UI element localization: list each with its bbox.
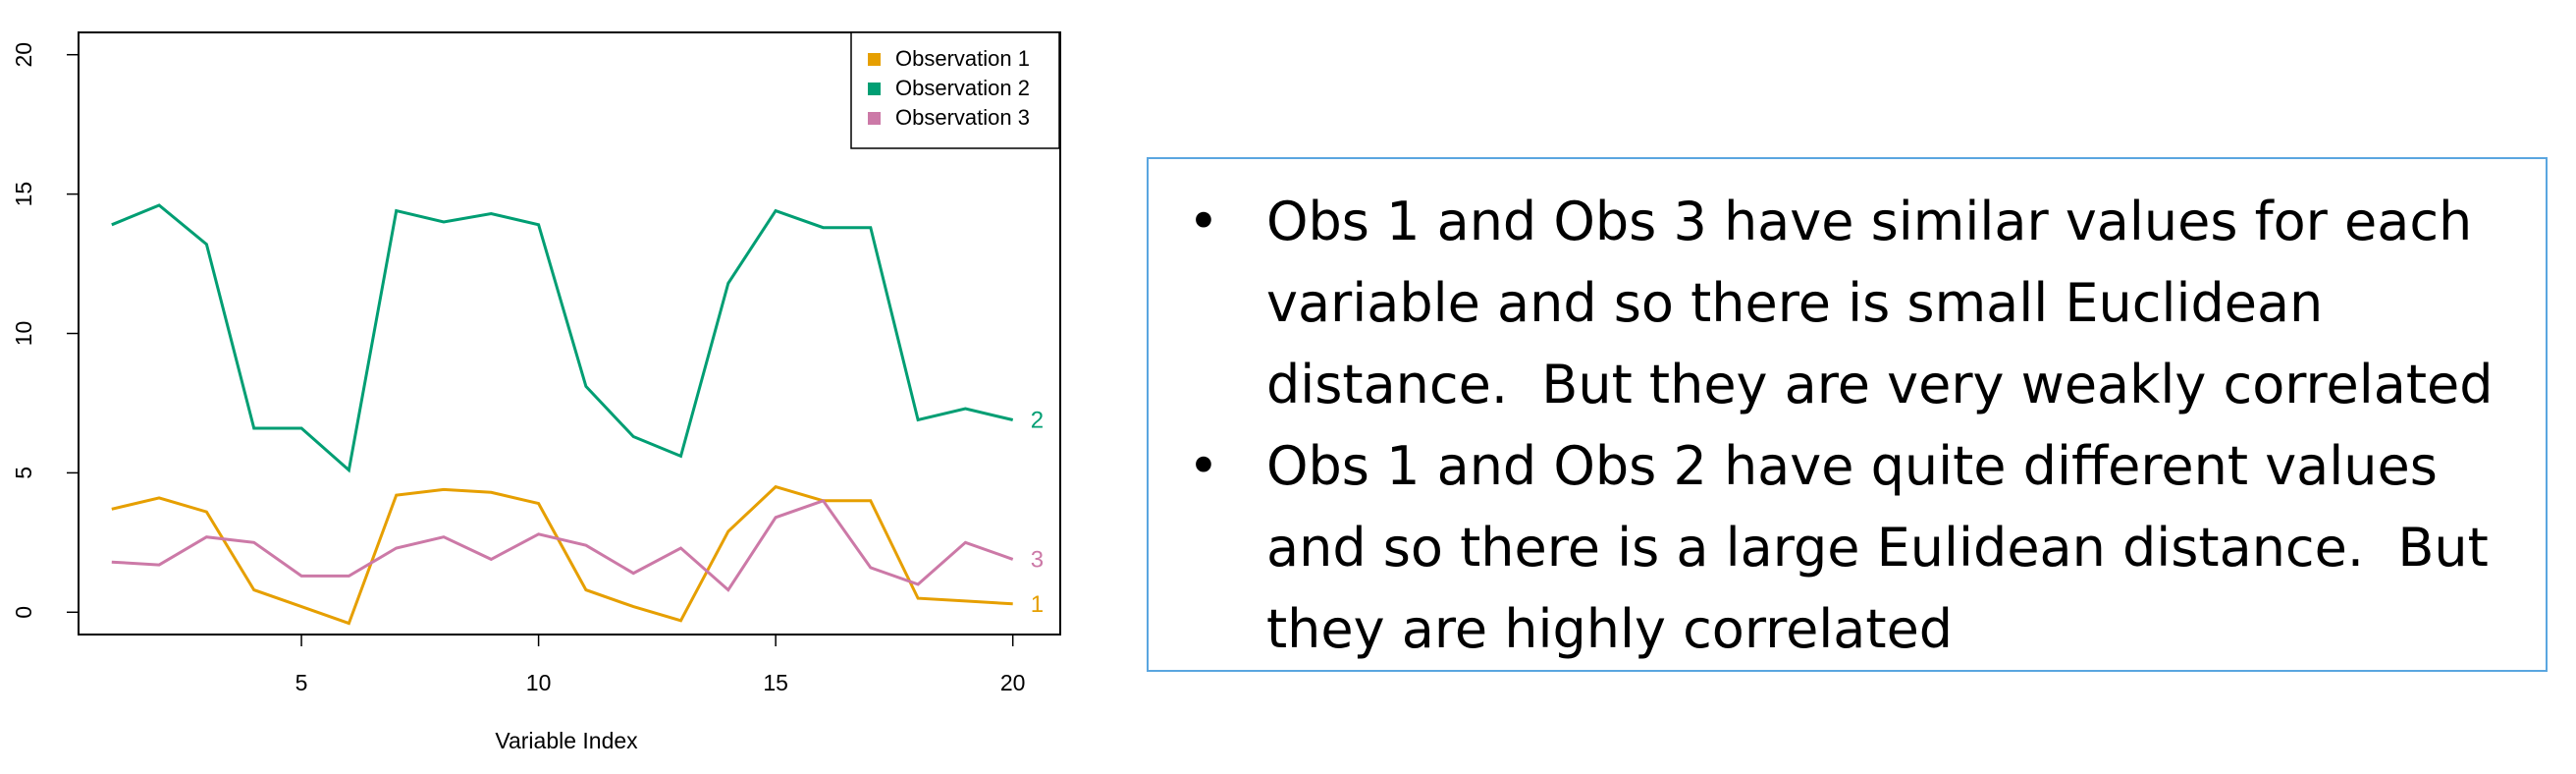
legend-label: Observation 3 (895, 105, 1030, 130)
bullet-text: Obs 1 and Obs 2 have quite different val… (1266, 435, 2505, 660)
y-tick-label: 15 (11, 182, 36, 207)
y-axis: 0 5 10 15 20 (11, 42, 79, 619)
legend-label: Observation 1 (895, 46, 1030, 71)
legend-label: Observation 2 (895, 76, 1030, 100)
legend-swatch (868, 53, 881, 66)
explanation-list: • Obs 1 and Obs 3 have similar values fo… (1188, 181, 2526, 670)
y-tick-label: 0 (11, 606, 36, 619)
y-tick-label: 10 (11, 321, 36, 347)
x-tick-label: 20 (1000, 670, 1026, 695)
series-end-label: 2 (1031, 407, 1044, 433)
x-axis: 5 10 15 20 (295, 635, 1026, 695)
explanation-bullet: • Obs 1 and Obs 2 have quite different v… (1188, 425, 2526, 670)
y-tick-label: 5 (11, 467, 36, 479)
explanation-bullet: • Obs 1 and Obs 3 have similar values fo… (1188, 181, 2526, 425)
series-end-labels: 1 2 3 (1031, 407, 1044, 617)
bullet-icon: • (1188, 435, 1219, 497)
y-tick-label: 20 (11, 42, 36, 68)
line-chart: 0 5 10 15 20 5 10 15 20 1 2 3 Variable Index Obse… (11, 31, 1061, 753)
legend-box (850, 31, 1060, 149)
x-tick-label: 10 (526, 670, 552, 695)
series-end-label: 1 (1031, 591, 1044, 618)
series-line (111, 203, 1014, 473)
series-line (111, 499, 1014, 592)
x-tick-label: 5 (295, 670, 308, 695)
explanation-box: • Obs 1 and Obs 3 have similar values fo… (1147, 157, 2548, 672)
x-tick-label: 15 (763, 670, 788, 695)
x-axis-label: Variable Index (495, 728, 638, 753)
legend: Observation 1 Observation 2 Observation 3 (850, 31, 1060, 149)
legend-swatch (868, 83, 881, 95)
series-line (111, 484, 1013, 626)
series-layer (111, 203, 1014, 626)
bullet-text: Obs 1 and Obs 3 have similar values for … (1266, 191, 2494, 415)
series-end-label: 3 (1031, 546, 1044, 573)
bullet-icon: • (1188, 191, 1219, 252)
legend-swatch (868, 112, 881, 125)
